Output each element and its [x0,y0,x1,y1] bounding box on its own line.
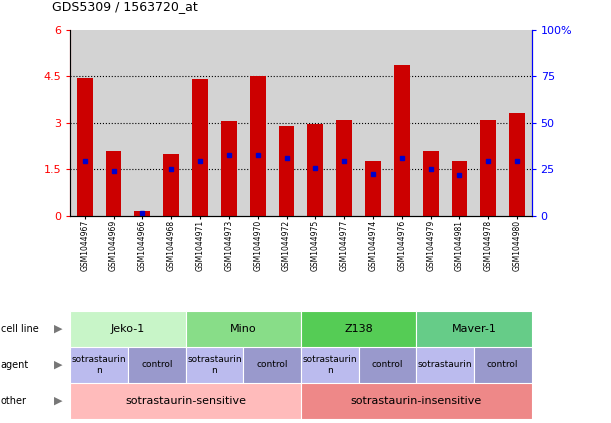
Text: agent: agent [1,360,29,370]
Text: GDS5309 / 1563720_at: GDS5309 / 1563720_at [52,0,198,13]
Bar [509,113,525,216]
Text: ▶: ▶ [54,324,62,334]
Bar [134,211,150,216]
Bar [307,124,323,216]
Text: sotrastaurin
n: sotrastaurin n [71,355,126,374]
Text: sotrastaurin
n: sotrastaurin n [187,355,242,374]
Text: sotrastaurin
n: sotrastaurin n [302,355,357,374]
Text: other: other [1,396,27,406]
Bar [279,126,295,216]
Bar [106,151,122,216]
Bar [336,120,352,216]
Text: Maver-1: Maver-1 [452,324,496,334]
Text: sotrastaurin: sotrastaurin [418,360,472,369]
Text: control: control [141,360,172,369]
Bar [243,347,301,383]
Text: ▶: ▶ [54,396,62,406]
Bar [186,347,243,383]
Bar [221,121,237,216]
Text: sotrastaurin-sensitive: sotrastaurin-sensitive [125,396,246,406]
Bar [301,347,359,383]
Bar [301,311,416,347]
Text: Z138: Z138 [344,324,373,334]
Bar [423,151,439,216]
Bar [301,383,532,419]
Bar [70,347,128,383]
Bar [359,347,416,383]
Bar [128,347,186,383]
Text: Jeko-1: Jeko-1 [111,324,145,334]
Bar [192,79,208,216]
Bar [394,65,410,216]
Bar [474,347,532,383]
Bar [452,162,467,216]
Bar [416,311,532,347]
Bar [186,311,301,347]
Bar [250,76,266,216]
Bar [416,347,474,383]
Text: cell line: cell line [1,324,38,334]
Text: control: control [257,360,288,369]
Bar [77,78,93,216]
Text: sotrastaurin-insensitive: sotrastaurin-insensitive [351,396,482,406]
Bar [70,311,186,347]
Text: control: control [487,360,519,369]
Text: ▶: ▶ [54,360,62,370]
Text: Mino: Mino [230,324,257,334]
Bar [480,120,496,216]
Bar [365,162,381,216]
Text: control: control [371,360,403,369]
Bar [70,383,301,419]
Bar [163,154,179,216]
